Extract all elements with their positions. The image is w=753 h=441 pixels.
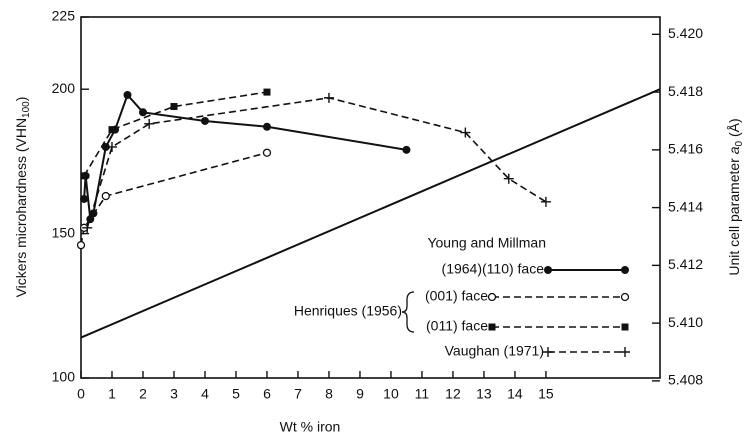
point [262,148,272,157]
y-tick-label: 150 [52,224,76,240]
series-line [86,97,547,229]
legend-marker [621,266,629,274]
legend-marker [487,292,497,302]
legend-marker [488,323,496,331]
point [123,90,132,99]
series-line [83,93,407,223]
x-tick-label: 8 [325,386,333,402]
legend-marker [544,266,552,274]
x-tick-label: 2 [139,386,147,402]
point [263,88,271,96]
y2-tick-label: 5.416 [668,141,703,157]
y-axis-label: Vickers microhardness (VHN100) [13,97,32,298]
x-tick-label: 7 [294,386,302,402]
x-tick-label: 15 [538,386,554,402]
x-tick-label: 12 [445,386,461,402]
legend-label: Vaughan (1971) [445,343,544,359]
point [80,172,88,180]
y-tick-label: 225 [52,8,76,24]
x-axis-label: Wt % iron [280,419,341,435]
x-tick-label: 5 [232,386,240,402]
point [76,241,86,250]
legend-label: (1964)(110) face [442,261,545,277]
point [200,116,209,125]
point [101,191,110,201]
y2-tick-label: 5.412 [668,256,703,272]
x-tick-label: 3 [170,386,178,402]
point [402,145,411,154]
x-tick-label: 14 [507,386,523,402]
point [323,92,334,103]
legend-brace [401,291,415,333]
legend-marker [620,292,630,302]
legend-marker [543,347,553,357]
x-tick-label: 9 [356,386,364,402]
y-tick-label: 200 [52,80,76,96]
legend-label: (001) face [425,288,488,304]
x-tick-label: 10 [383,386,399,402]
legend-marker [621,323,629,331]
point [101,142,110,151]
point [540,196,551,207]
point [108,126,116,134]
point [503,173,514,184]
point [170,103,178,111]
y2-tick-label: 5.414 [668,198,703,214]
point [144,118,155,129]
y2-tick-label: 5.410 [668,314,703,330]
series-line [80,151,268,246]
legend-label: Young and Millman [427,235,546,251]
series-line [80,88,661,339]
point [80,194,89,203]
point [82,222,93,233]
point [106,141,117,152]
legend-label: (011) face [426,318,488,334]
y2-axis-label: Unit cell parameter a0 (Å) [726,118,745,275]
y2-tick-label: 5.420 [668,25,703,41]
point [138,108,147,117]
y-tick-label: 100 [52,369,76,385]
x-tick-label: 6 [263,386,271,402]
x-tick-label: 11 [415,386,430,402]
plot-frame [80,16,661,379]
x-tick-label: 1 [108,386,116,402]
y2-tick-label: 5.418 [668,83,703,99]
legend-group-label: Henriques (1956) [294,303,402,319]
x-tick-label: 4 [201,386,209,402]
point [262,122,271,131]
legend-marker [620,347,630,357]
y2-tick-label: 5.408 [668,372,703,388]
series-line [83,91,268,177]
point [460,127,471,138]
x-tick-label: 0 [77,386,85,402]
x-tick-label: 13 [476,386,492,402]
